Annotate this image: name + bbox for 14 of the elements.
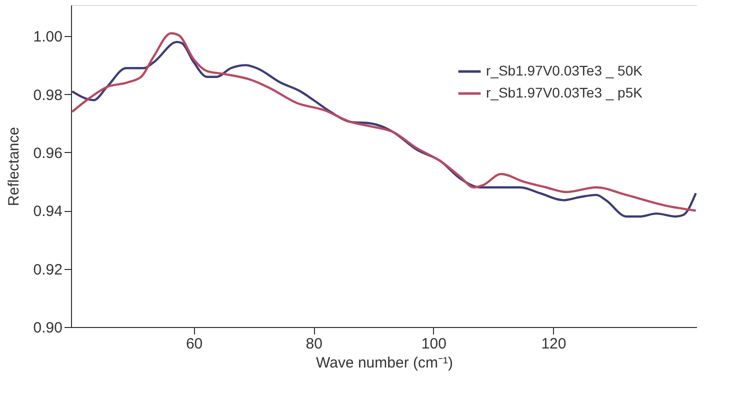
y-tick-label: 0.96 xyxy=(33,144,62,162)
y-tick-label: 0.94 xyxy=(33,203,62,220)
legend-label: r_Sb1.97V0.03Te3 _ p5K xyxy=(486,84,644,100)
legend-label: r_Sb1.97V0.03Te3 _ 50K xyxy=(486,62,644,78)
y-tick-label: 0.90 xyxy=(33,320,62,336)
y-axis-title: Reflectance xyxy=(5,126,22,206)
x-axis-title: Wave number (cm⁻¹) xyxy=(316,354,453,372)
y-tick-label: 0.98 xyxy=(33,86,62,104)
x-tick-label: 120 xyxy=(541,336,566,352)
x-tick-label: 80 xyxy=(306,336,322,352)
y-tick-label: 1.00 xyxy=(33,28,62,46)
x-tick-label: 60 xyxy=(186,336,203,352)
y-tick-label: 0.92 xyxy=(33,261,62,278)
x-tick-label: 100 xyxy=(421,336,446,352)
